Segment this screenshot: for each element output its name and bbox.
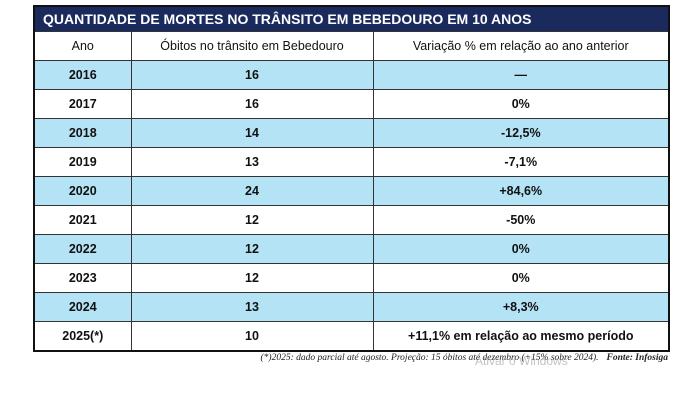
column-header: Ano [33, 31, 132, 61]
table-cell: 2022 [33, 234, 132, 264]
table-row: 2023 12 0% [33, 263, 670, 293]
table-cell: 2020 [33, 176, 132, 206]
table-row: 2020 24 +84,6% [33, 176, 670, 206]
table-cell: +8,3% [372, 292, 670, 322]
table-cell: -7,1% [372, 147, 670, 177]
footnote-text: (*)2025: dado parcial até agosto. Projeç… [260, 353, 599, 363]
table-cell: 2021 [33, 205, 132, 235]
table-cell: 12 [130, 263, 374, 293]
table-cell: 12 [130, 205, 374, 235]
table-row: 2025(*) 10 +11,1% em relação ao mesmo perí… [33, 321, 670, 352]
table-cell: 13 [130, 292, 374, 322]
table-cell: 0% [372, 89, 670, 119]
table-row: 2021 12 -50% [33, 205, 670, 235]
data-table: QUANTIDADE DE MORTES NO TRÂNSITO EM BEBE… [33, 5, 671, 352]
table-body: 2016 16—2017 16 0% 2018 14 -12,5% 2019 13 -7,1% 20… [33, 60, 670, 352]
table-cell: 0% [372, 263, 670, 293]
table-cell: — [372, 60, 670, 90]
column-header: Óbitos no trânsito em Bebedouro [130, 31, 374, 61]
table-cell: 2024 [33, 292, 132, 322]
table-cell: 2019 [33, 147, 132, 177]
table-row: 2019 13 -7,1% [33, 147, 670, 177]
table-cell: 10 [130, 321, 374, 352]
table-cell: 2018 [33, 118, 132, 148]
table-row: 2016 16— [33, 60, 670, 90]
table-title: QUANTIDADE DE MORTES NO TRÂNSITO EM BEBE… [33, 5, 670, 32]
table-cell: +84,6% [372, 176, 670, 206]
watermark: Ativar o Windows [475, 354, 568, 368]
footnote: (*)2025: dado parcial até agosto. Projeç… [261, 353, 668, 363]
table-cell: 2016 [33, 60, 132, 90]
table-cell: 2025(*) [33, 321, 132, 352]
source: Fonte: Infosiga [606, 353, 669, 363]
table-cell: 24 [130, 176, 374, 206]
table-cell: 16 [130, 60, 374, 90]
table-cell: 2023 [33, 263, 132, 293]
table-cell: +11,1% em relação ao mesmo período [372, 321, 670, 352]
table-cell: 14 [130, 118, 374, 148]
table-cell: 2017 [33, 89, 132, 119]
table-cell: 13 [130, 147, 374, 177]
table-row: 2017 16 0% [33, 89, 670, 119]
table-cell: -50% [372, 205, 670, 235]
table-row: 2022 12 0% [33, 234, 670, 264]
table-row: 2024 13 +8,3% [33, 292, 670, 322]
table-cell: 0% [372, 234, 670, 264]
table-cell: 16 [130, 89, 374, 119]
column-header: Variação % em relação ao ano anterior [372, 31, 670, 61]
table-cell: 12 [130, 234, 374, 264]
table-row: 2018 14 -12,5% [33, 118, 670, 148]
table-cell: -12,5% [372, 118, 670, 148]
